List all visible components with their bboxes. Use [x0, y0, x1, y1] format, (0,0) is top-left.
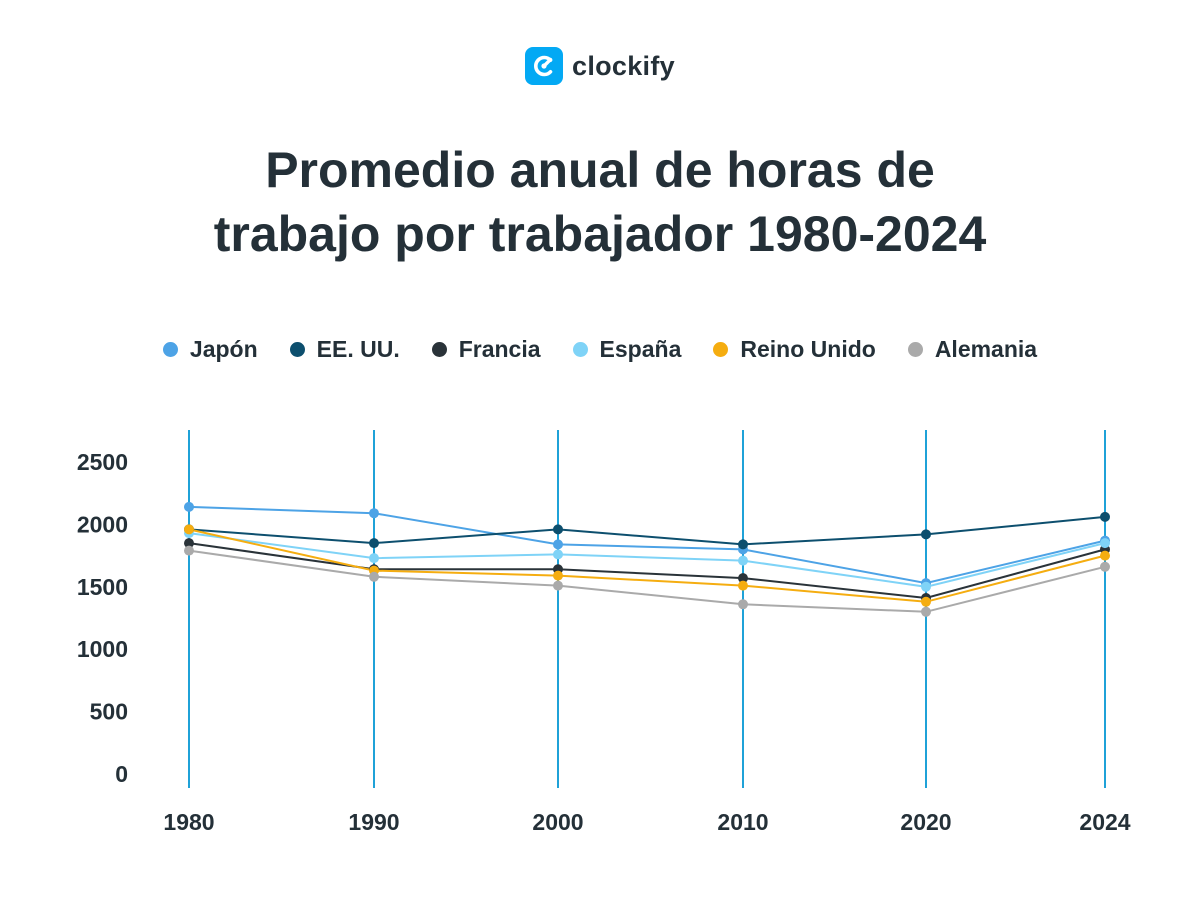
chart-title-line-1: Promedio anual de horas de: [265, 142, 935, 198]
data-point-espana-1990: [369, 553, 379, 564]
legend-item-francia: Francia: [431, 336, 541, 363]
data-point-reino-unido-2020: [921, 596, 931, 607]
data-point-francia-1980: [184, 538, 194, 549]
data-point-ee-uu-2010: [738, 539, 748, 550]
legend-item-espana: España: [572, 336, 682, 363]
clockify-logo-icon: [525, 47, 564, 85]
y-tick-label: 500: [90, 699, 128, 725]
x-tick-label: 2020: [900, 809, 951, 835]
legend-dot-icon: [713, 342, 729, 357]
data-point-alemania-2024: [1100, 561, 1110, 572]
legend-label: España: [599, 336, 682, 362]
legend-label: EE. UU.: [316, 336, 400, 362]
brand-logo: clockify: [0, 47, 1200, 85]
series-line-ee-uu: [188, 515, 1106, 546]
data-point-alemania-2020: [921, 606, 931, 617]
legend-item-ee-uu: EE. UU.: [289, 336, 400, 363]
data-point-japon-1990: [369, 508, 379, 519]
x-tick-label: 1980: [163, 809, 214, 835]
data-point-espana-2024: [1100, 538, 1110, 549]
x-tick-label: 2000: [532, 809, 583, 835]
data-point-japon-1980: [184, 501, 194, 512]
series-line-francia: [188, 542, 1106, 600]
data-point-ee-uu-1990: [369, 538, 379, 549]
data-point-ee-uu-2024: [1100, 511, 1110, 522]
legend-dot-icon: [289, 342, 305, 357]
data-point-reino-unido-1980: [184, 524, 194, 535]
legend-dot-icon: [162, 342, 178, 357]
chart-title: Promedio anual de horas de trabajo por t…: [0, 138, 1200, 266]
series-line-reino-unido: [188, 528, 1106, 603]
x-tick-label: 1990: [348, 809, 399, 835]
chart-title-line-2: trabajo por trabajador 1980-2024: [213, 206, 987, 262]
legend-item-reino-unido: Reino Unido: [713, 336, 876, 363]
data-point-reino-unido-2000: [553, 570, 563, 581]
data-point-alemania-1980: [184, 545, 194, 556]
data-point-ee-uu-2020: [921, 529, 931, 540]
x-tick-label: 2024: [1079, 809, 1130, 835]
y-tick-label: 2500: [77, 449, 128, 475]
legend-label: Alemania: [934, 336, 1038, 362]
data-point-japon-2000: [553, 539, 563, 550]
x-tick-label: 2010: [717, 809, 768, 835]
y-tick-label: 1000: [77, 636, 128, 662]
data-point-espana-2020: [921, 581, 931, 592]
y-tick-label: 1500: [77, 574, 128, 600]
data-point-alemania-2010: [738, 599, 748, 610]
legend-item-alemania: Alemania: [907, 336, 1038, 363]
legend-dot-icon: [431, 342, 447, 357]
chart-legend: Japón EE. UU. Francia España Reino Unido Alem…: [0, 336, 1200, 363]
legend-label: Francia: [458, 336, 541, 362]
series-line-japon: [188, 505, 1106, 585]
data-point-ee-uu-2000: [553, 524, 563, 535]
data-point-alemania-2000: [553, 580, 563, 591]
data-point-francia-2010: [738, 573, 748, 584]
series-line-alemania: [188, 549, 1106, 613]
data-point-reino-unido-2010: [738, 580, 748, 591]
series-line-espana: [188, 532, 1106, 588]
legend-label: Reino Unido: [740, 336, 876, 362]
legend-dot-icon: [907, 342, 923, 357]
y-tick-label: 2000: [77, 511, 128, 537]
data-point-alemania-1990: [369, 571, 379, 582]
data-point-espana-2010: [738, 555, 748, 566]
legend-item-japon: Japón: [162, 336, 258, 363]
y-tick-label: 0: [115, 761, 128, 787]
data-point-reino-unido-2024: [1100, 550, 1110, 561]
legend-label: Japón: [189, 336, 258, 362]
legend-dot-icon: [572, 342, 588, 357]
brand-name: clockify: [572, 50, 675, 81]
data-point-espana-2000: [553, 549, 563, 560]
